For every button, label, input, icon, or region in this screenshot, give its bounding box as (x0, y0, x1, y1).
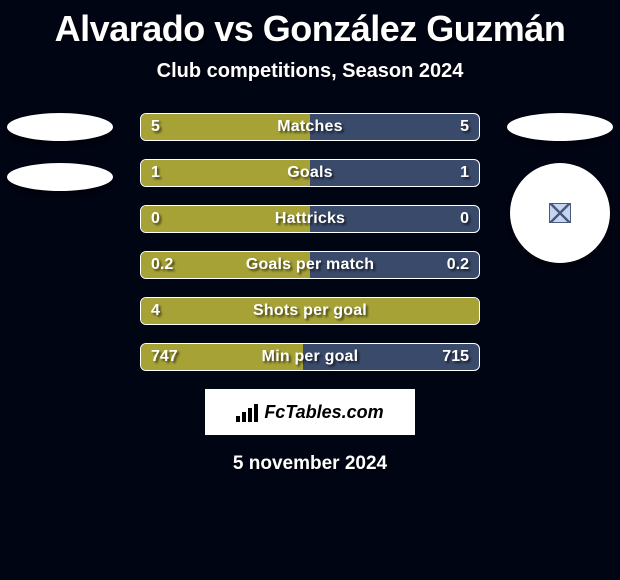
image-placeholder-icon (549, 203, 571, 223)
stat-value-right: 715 (432, 344, 479, 370)
stat-fill-left (141, 114, 310, 140)
stat-row: Hattricks00 (140, 205, 480, 233)
brand-bars-icon (236, 402, 258, 422)
player-right-flag-placeholder (507, 113, 613, 141)
stat-fill-left (141, 160, 310, 186)
stat-value-right: 1 (450, 160, 479, 186)
stat-row: Goals11 (140, 159, 480, 187)
subtitle: Club competitions, Season 2024 (0, 60, 620, 83)
player-left-flag-placeholder (7, 113, 113, 141)
stat-row: Goals per match0.20.2 (140, 251, 480, 279)
stat-row: Min per goal747715 (140, 343, 480, 371)
player-right-column (500, 113, 620, 263)
brand-text: FcTables.com (264, 402, 383, 423)
brand-logo: FcTables.com (205, 389, 415, 435)
stat-fill-left (141, 206, 310, 232)
stats-bars: Matches55 Goals11 Hattricks00 Goals per mat… (140, 113, 480, 371)
stat-value-right: 0.2 (437, 252, 479, 278)
stat-fill-left (141, 344, 303, 370)
stat-value-right: 5 (450, 114, 479, 140)
comparison-content: Matches55 Goals11 Hattricks00 Goals per mat… (0, 113, 620, 371)
player-right-avatar (510, 163, 610, 263)
stat-fill-left (141, 298, 479, 324)
date-label: 5 november 2024 (0, 453, 620, 475)
stat-row: Shots per goal4 (140, 297, 480, 325)
stat-value-right: 0 (450, 206, 479, 232)
player-left-club-placeholder (7, 163, 113, 191)
player-left-column (0, 113, 120, 213)
stat-row: Matches55 (140, 113, 480, 141)
page-title: Alvarado vs González Guzmán (0, 0, 620, 50)
stat-fill-left (141, 252, 310, 278)
